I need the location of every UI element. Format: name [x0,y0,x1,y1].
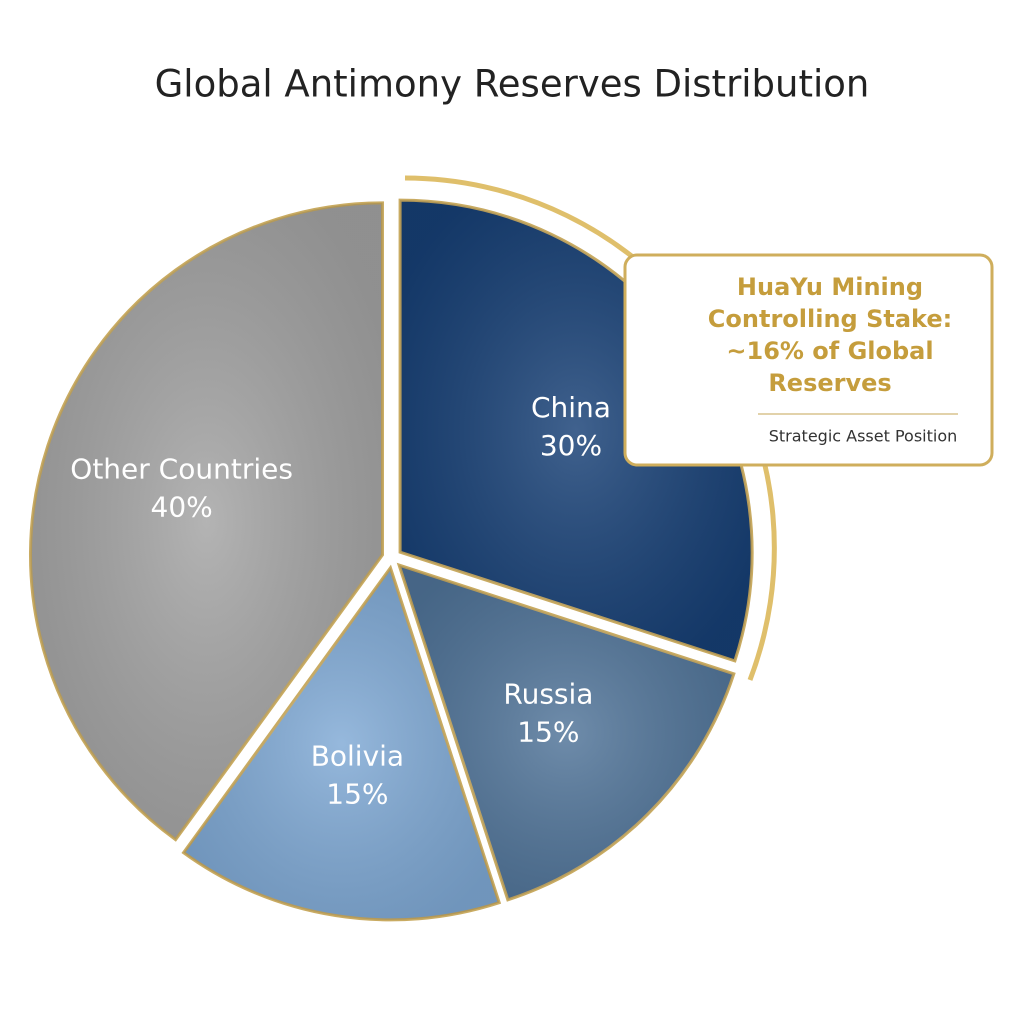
annotation-line: Controlling Stake: [708,305,952,333]
slice-value: 15% [517,715,579,748]
slice-label: China [531,391,611,424]
annotation-line: Reserves [768,369,891,397]
slice-label: Bolivia [311,739,404,772]
annotation: HuaYu Mining Controlling Stake: ~16% of Gl… [708,273,957,446]
slice-shade [399,565,734,900]
slice-shade [400,200,753,661]
annotation-line: HuaYu Mining [737,273,923,301]
slice-value: 40% [151,491,213,524]
annotation-line: ~16% of Global [726,337,933,365]
chart-title: Global Antimony Reserves Distribution [155,63,870,106]
pie: China 30% Russia 15% Bolivia 15% Other Countri… [29,198,754,922]
annotation-subtitle: Strategic Asset Position [769,427,958,446]
slice-shade [183,567,500,920]
slice-label: Other Countries [70,453,293,486]
slice-value: 30% [540,429,602,462]
annotation-box [623,253,994,467]
slice-shade [30,202,383,840]
slice-label: Russia [503,677,593,710]
slice-value: 15% [326,777,388,810]
